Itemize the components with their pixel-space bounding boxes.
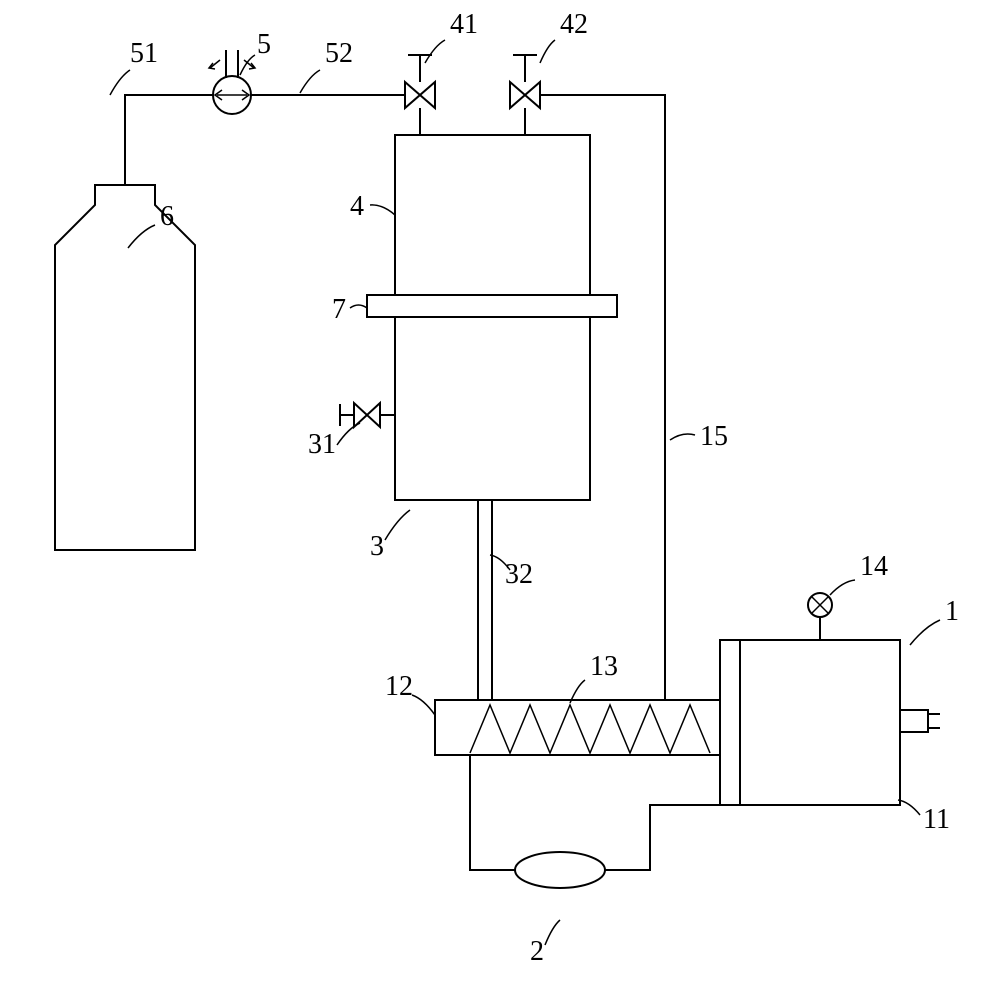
leader-14 bbox=[830, 580, 855, 595]
bottle-6 bbox=[55, 185, 195, 550]
pump-2-loop bbox=[470, 755, 720, 888]
labels-group: 51552414247631332151411213112 bbox=[130, 9, 959, 967]
label-7: 7 bbox=[332, 294, 346, 325]
leader-4 bbox=[370, 205, 395, 215]
valve-41 bbox=[405, 55, 435, 135]
label-32: 32 bbox=[505, 559, 533, 590]
label-6: 6 bbox=[160, 201, 174, 232]
leader-12 bbox=[412, 695, 435, 715]
diagram-canvas: 51552414247631332151411213112 bbox=[0, 0, 991, 1000]
label-14: 14 bbox=[860, 551, 888, 582]
leader-15 bbox=[670, 434, 695, 440]
leader-51 bbox=[110, 70, 130, 95]
label-52: 52 bbox=[325, 38, 353, 69]
gauge-14 bbox=[808, 593, 832, 640]
chamber-3 bbox=[395, 317, 590, 700]
leader-6 bbox=[128, 225, 155, 248]
valve-31 bbox=[340, 403, 395, 427]
leader-52 bbox=[300, 70, 320, 93]
pipe-15 bbox=[540, 95, 665, 700]
label-41: 41 bbox=[450, 9, 478, 40]
pump-5 bbox=[209, 50, 255, 114]
label-12: 12 bbox=[385, 671, 413, 702]
valve-42 bbox=[510, 55, 540, 135]
exchanger-12 bbox=[435, 700, 720, 755]
label-13: 13 bbox=[590, 651, 618, 682]
label-31: 31 bbox=[308, 429, 336, 460]
chamber-4 bbox=[395, 135, 590, 295]
leader-lines-group bbox=[110, 40, 940, 945]
pipe-51 bbox=[125, 95, 213, 185]
label-5: 5 bbox=[257, 29, 271, 60]
unit-1 bbox=[720, 640, 900, 805]
label-51: 51 bbox=[130, 38, 158, 69]
label-42: 42 bbox=[560, 9, 588, 40]
label-2: 2 bbox=[530, 936, 544, 967]
leader-2 bbox=[545, 920, 560, 945]
label-3: 3 bbox=[370, 531, 384, 562]
flange-7 bbox=[367, 295, 617, 317]
leader-31 bbox=[337, 423, 360, 445]
label-15: 15 bbox=[700, 421, 728, 452]
leader-42 bbox=[540, 40, 555, 63]
leader-11 bbox=[898, 800, 920, 815]
label-11: 11 bbox=[923, 804, 950, 835]
label-4: 4 bbox=[350, 191, 364, 222]
leader-3 bbox=[385, 510, 410, 540]
leader-41 bbox=[425, 40, 445, 63]
leader-1 bbox=[910, 620, 940, 645]
unit-1-outlet bbox=[900, 710, 940, 732]
label-1: 1 bbox=[945, 596, 959, 627]
leader-7 bbox=[350, 305, 367, 308]
